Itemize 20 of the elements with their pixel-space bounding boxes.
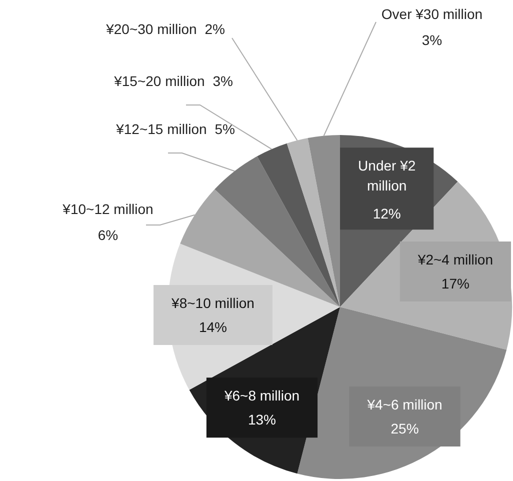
slice-label: ¥20~30 million bbox=[105, 20, 197, 37]
slice-label: ¥12~15 million bbox=[115, 120, 207, 137]
slice-label: ¥15~20 million bbox=[113, 72, 205, 89]
data-label: 2% bbox=[204, 20, 225, 37]
slice-label: ¥4~6 million bbox=[366, 396, 442, 412]
slice-label: Under ¥2 million bbox=[358, 158, 416, 194]
data-label: 6% bbox=[98, 226, 118, 243]
data-label: 14% bbox=[198, 318, 227, 335]
data-label: 13% bbox=[248, 411, 276, 428]
data-label: 5% bbox=[214, 120, 235, 137]
data-label: 17% bbox=[441, 275, 470, 292]
slice-label: Over ¥30 million bbox=[381, 6, 483, 22]
data-label: 3% bbox=[212, 72, 233, 89]
data-label: 12% bbox=[372, 206, 401, 222]
slice-label: ¥10~12 million bbox=[62, 200, 154, 217]
slice-label: ¥8~10 million bbox=[170, 294, 254, 311]
slice-label: ¥6~8 million bbox=[223, 387, 300, 404]
data-label: 25% bbox=[390, 420, 419, 436]
slice-label: ¥2~4 million bbox=[416, 251, 494, 268]
data-label: 3% bbox=[422, 32, 442, 48]
